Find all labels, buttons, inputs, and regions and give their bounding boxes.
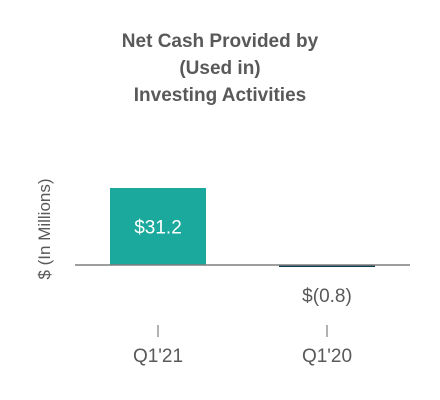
chart-title-line-1: Net Cash Provided by xyxy=(121,31,319,52)
data-label-1: $(0.8) xyxy=(302,286,352,307)
bar-1 xyxy=(279,265,375,267)
x-tick-label-0: Q1'21 xyxy=(133,346,183,367)
chart-title: Net Cash Provided by (Used in) Investing… xyxy=(0,28,440,109)
chart-title-line-2: (Used in) xyxy=(179,58,261,79)
bar-0 xyxy=(110,188,206,265)
x-tick-label-1: Q1'20 xyxy=(302,346,352,367)
y-axis-label: $ (In Millions) xyxy=(35,178,54,279)
data-label-0: $31.2 xyxy=(134,218,182,239)
chart-title-line-3: Investing Activities xyxy=(133,85,307,106)
